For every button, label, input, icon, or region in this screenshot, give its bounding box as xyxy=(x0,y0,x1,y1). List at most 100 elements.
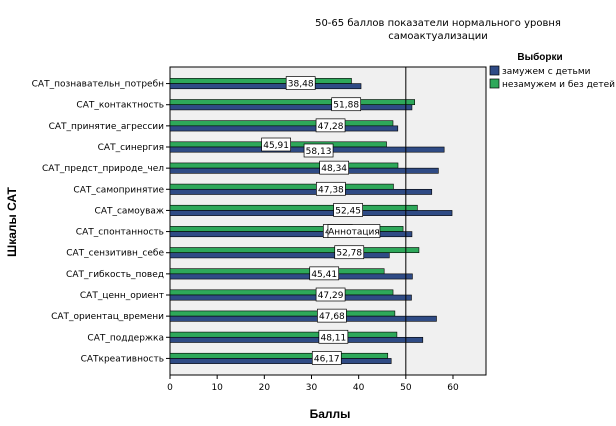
data-label: 51,88 xyxy=(331,97,362,112)
bar-single-13 xyxy=(169,352,389,359)
data-label: 38,48 xyxy=(285,76,316,90)
bar-married-1 xyxy=(169,104,413,111)
data-label-text: 47,29 xyxy=(318,291,344,301)
data-label-text: 46,17 xyxy=(314,354,340,364)
bar-single-6 xyxy=(169,204,418,211)
bar-married-4 xyxy=(169,167,439,174)
data-label-box xyxy=(333,203,363,217)
legend-label: незамужем и без детей xyxy=(502,80,615,90)
data-label: 52,78 xyxy=(334,245,365,260)
data-label: 48,34 xyxy=(319,160,350,175)
data-label-box xyxy=(303,143,334,158)
bar-married-5 xyxy=(169,188,433,195)
y-axis-title: Шкалы САТ xyxy=(5,186,19,256)
category-label: САТ_поддержка xyxy=(87,333,164,343)
bar-single-5 xyxy=(169,183,394,190)
data-label-text: 51,88 xyxy=(333,101,359,111)
data-label-box xyxy=(309,266,340,281)
data-label: 46,17 xyxy=(311,351,342,365)
x-tick-label: 0 xyxy=(167,383,173,393)
data-label-text: 45,91 xyxy=(263,141,289,151)
legend-title: Выборки xyxy=(517,51,562,63)
legend-swatch xyxy=(489,78,500,89)
data-label-box xyxy=(317,308,347,323)
data-label-text: 48,11 xyxy=(320,333,346,343)
bar-married-2 xyxy=(169,125,399,132)
data-label-box xyxy=(316,181,346,196)
bar-single-2 xyxy=(169,120,394,127)
data-label-text: 45,41 xyxy=(311,270,337,280)
category-label: САТ_синергия xyxy=(98,143,164,153)
data-label-box xyxy=(261,137,291,152)
data-label: 58,13 xyxy=(303,143,334,158)
category-label: САТ_ориентац_времени xyxy=(51,312,164,322)
data-label: Аннотация xyxy=(327,224,381,238)
category-label: САТ_самоуваж xyxy=(95,206,164,216)
category-label: САТ_самопринятие xyxy=(73,185,164,195)
data-label: 47,28 xyxy=(315,118,346,133)
x-tick-label: 30 xyxy=(306,383,318,393)
data-label-box xyxy=(327,224,381,238)
bar-married-10 xyxy=(169,294,412,301)
data-label: 47,29 xyxy=(315,287,346,302)
bar-single-10 xyxy=(169,289,394,296)
data-label-box xyxy=(334,245,365,260)
category-label: САТ_контактность xyxy=(76,101,164,111)
data-label-box xyxy=(318,329,349,344)
legend: замужем с детьми незамужем и без детей xyxy=(489,65,615,90)
category-label: САТ_ценн_ориент xyxy=(80,291,164,301)
legend-swatch xyxy=(489,65,500,76)
x-axis-ticks: 0 10 20 30 40 50 60 xyxy=(167,375,459,393)
category-label: САТ_познавательн_потребн xyxy=(32,80,164,90)
x-tick-label: 40 xyxy=(353,383,365,393)
bar-married-11 xyxy=(169,315,437,322)
data-label: 45,41 xyxy=(309,266,340,281)
category-label: САТ_сензитивн_себе xyxy=(66,249,164,259)
category-label: САТ_гибкость_повед xyxy=(66,270,164,280)
data-label-text: 52,45 xyxy=(335,206,361,216)
x-axis-title: Баллы xyxy=(310,407,351,421)
category-label: САТ_спонтанность xyxy=(76,228,164,238)
bar-married-0 xyxy=(169,83,362,90)
bar-single-0 xyxy=(169,78,352,84)
chart-title-line-2: самоактуализации xyxy=(388,31,487,42)
legend-label: замужем с детьми xyxy=(502,67,591,77)
bar-single-8 xyxy=(169,247,420,254)
data-label-text: 58,13 xyxy=(306,147,332,157)
bar-married-8 xyxy=(169,252,390,259)
bar-single-1 xyxy=(169,99,415,106)
data-label: 47,38 xyxy=(316,181,346,196)
bar-single-9 xyxy=(169,268,385,275)
plot-area xyxy=(169,66,487,376)
data-label-text: 47,68 xyxy=(319,312,345,322)
x-tick-label: 50 xyxy=(400,383,412,393)
category-label: САТ_принятие_агрессии xyxy=(49,122,165,132)
data-label-text: Аннотация xyxy=(328,228,380,238)
data-label-text: 47,28 xyxy=(318,122,344,132)
data-label-box xyxy=(285,76,316,90)
category-labels: САТ_познавательн_потребн САТ_контактность… xyxy=(32,80,170,364)
bar-married-7 xyxy=(169,231,413,238)
data-label-box xyxy=(315,118,346,133)
data-label-box xyxy=(311,351,342,365)
bar-married-9 xyxy=(169,273,413,280)
data-label-text: 52,78 xyxy=(336,249,362,259)
bar-single-12 xyxy=(169,331,398,338)
category-label: САТкреативность xyxy=(81,354,164,364)
x-tick-label: 60 xyxy=(447,383,459,393)
bar-married-6 xyxy=(169,210,453,216)
bar-single-4 xyxy=(169,162,399,169)
bar-single-11 xyxy=(169,310,396,317)
bar-married-13 xyxy=(169,358,392,364)
x-tick-label: 10 xyxy=(211,383,223,393)
x-tick-label: 20 xyxy=(259,383,271,393)
data-label: 48,11 xyxy=(318,329,349,344)
data-label-box xyxy=(315,287,346,302)
data-label-text: 38,48 xyxy=(288,80,314,90)
data-label: 52,45 xyxy=(333,203,363,217)
bar-married-12 xyxy=(169,336,424,343)
data-label: 45,91 xyxy=(261,137,291,152)
data-label-box xyxy=(319,160,350,175)
chart-title-line-1: 50-65 баллов показатели нормального уров… xyxy=(315,18,561,29)
